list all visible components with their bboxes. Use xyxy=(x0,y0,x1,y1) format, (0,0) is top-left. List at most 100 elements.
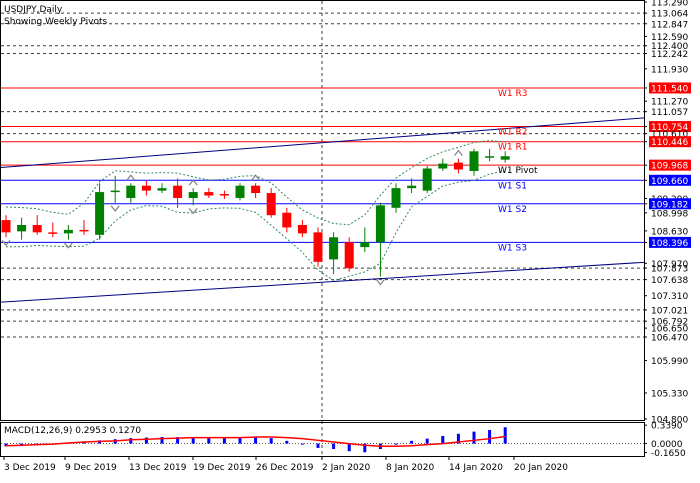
price-tick-label: 113.290 xyxy=(651,0,688,9)
price-tick-label: 106.470 xyxy=(651,333,688,343)
candle-body xyxy=(251,185,261,194)
x-tick-label: 26 Dec 2019 xyxy=(256,463,314,473)
macd-histogram-bar xyxy=(144,437,148,444)
price-tick-label: 108.998 xyxy=(651,209,688,219)
x-tick-label: 3 Dec 2019 xyxy=(4,463,56,473)
macd-histogram-bar xyxy=(472,431,476,444)
macd-histogram-bar xyxy=(207,437,211,444)
macd-tick-label: -0.1650 xyxy=(651,449,686,459)
price-tick-label: 104.800 xyxy=(651,416,688,426)
pivot-label: W1 S3 xyxy=(498,243,527,253)
candle-body xyxy=(235,185,245,198)
price-tick-label: 111.270 xyxy=(651,98,688,108)
price-tick-label: 109.660 xyxy=(651,177,688,187)
candle-body xyxy=(219,194,229,196)
macd-histogram-bar xyxy=(269,438,273,444)
macd-label: MACD(12,26,9) 0.2953 0.1270 xyxy=(4,426,141,436)
price-tick-label: 111.540 xyxy=(651,84,688,94)
pivot-label: W1 S2 xyxy=(498,205,527,215)
price-tick-label: 109.968 xyxy=(651,162,688,172)
chart-subtitle: Showing Weekly Pivots xyxy=(4,17,107,27)
macd-histogram-bar xyxy=(254,437,258,444)
candle-body xyxy=(438,163,448,169)
price-tag xyxy=(649,198,691,210)
price-tick-label: 108.630 xyxy=(651,227,688,237)
price-tick-label: 111.930 xyxy=(651,65,688,75)
price-tick-label: 110.446 xyxy=(651,138,688,148)
macd-histogram-bar xyxy=(222,438,226,444)
candle-body xyxy=(453,162,463,170)
macd-histogram-bar xyxy=(285,440,289,444)
macd-histogram-bar xyxy=(441,435,445,444)
macd-tick-label: 0.3390 xyxy=(651,422,683,432)
candle-body xyxy=(1,220,11,233)
candle-body xyxy=(95,192,105,235)
candle-body xyxy=(469,151,479,171)
macd-histogram-bar xyxy=(160,437,164,444)
price-tag xyxy=(649,121,691,133)
price-tick-label: 109.182 xyxy=(651,200,688,210)
candle-body xyxy=(329,237,339,260)
macd-histogram-bar xyxy=(316,443,320,448)
candle-body xyxy=(313,232,323,262)
macd-histogram-bar xyxy=(410,440,414,444)
price-tick-label: 107.873 xyxy=(651,265,688,275)
price-tick-label: 107.021 xyxy=(651,306,688,316)
macd-histogram-bar xyxy=(300,443,304,445)
price-tick-label: 112.400 xyxy=(651,42,688,52)
candle-body xyxy=(110,190,120,193)
x-tick-label: 19 Dec 2019 xyxy=(193,463,251,473)
fractal-down-marker xyxy=(63,242,73,249)
macd-histogram-bar xyxy=(238,437,242,444)
price-tick-label: 112.847 xyxy=(651,20,688,30)
fractal-down-marker xyxy=(375,279,385,286)
pivot-label: W1 R2 xyxy=(498,128,527,138)
macd-histogram-bar xyxy=(347,443,351,452)
macd-histogram-bar xyxy=(191,437,195,444)
macd-histogram-bar xyxy=(129,438,133,444)
candle-body xyxy=(32,224,42,233)
macd-histogram-bar xyxy=(176,437,180,444)
x-tick-label: 20 Jan 2020 xyxy=(514,463,568,473)
price-tick-label: 110.754 xyxy=(651,123,688,133)
candle-body xyxy=(266,193,276,216)
fractal-up-marker xyxy=(453,149,463,157)
macd-histogram-bar xyxy=(4,443,8,447)
macd-histogram-bar xyxy=(425,438,429,444)
price-tag xyxy=(649,159,691,171)
price-tag xyxy=(649,82,691,94)
fractal-up-marker xyxy=(188,179,198,186)
candle-body xyxy=(204,192,214,196)
pivot-label: W1 S1 xyxy=(498,181,527,191)
fractal-down-marker xyxy=(1,239,11,247)
candle-body xyxy=(422,168,432,191)
trendline-upper xyxy=(0,117,645,169)
price-tick-label: 112.590 xyxy=(651,33,688,43)
candle-body xyxy=(485,156,495,158)
macd-tick-label: 0.0000 xyxy=(651,440,683,450)
price-tag xyxy=(649,136,691,148)
candle-body xyxy=(188,192,198,198)
candle-body xyxy=(282,212,292,228)
price-tick-label: 105.990 xyxy=(651,357,688,367)
trendline-lower xyxy=(0,261,645,303)
envelope-lower xyxy=(6,170,506,282)
candle-body xyxy=(126,185,136,198)
fractal-up-marker xyxy=(251,174,261,181)
candle-body xyxy=(48,232,58,234)
macd-histogram-bar xyxy=(503,427,507,444)
price-tag xyxy=(649,174,691,186)
fractal-down-marker xyxy=(188,207,198,215)
pivot-label: W1 R1 xyxy=(498,143,527,153)
macd-histogram-bar xyxy=(456,433,460,444)
x-tick-label: 8 Jan 2020 xyxy=(386,463,434,473)
pivot-label: W1 Pivot xyxy=(498,166,538,176)
price-pane-frame xyxy=(0,0,645,421)
candle-body xyxy=(79,229,89,232)
candle-body xyxy=(360,242,370,248)
price-tag xyxy=(649,236,691,248)
price-tick-label: 108.396 xyxy=(651,239,688,249)
price-tick-label: 112.242 xyxy=(651,50,688,60)
candle-body xyxy=(344,242,354,269)
